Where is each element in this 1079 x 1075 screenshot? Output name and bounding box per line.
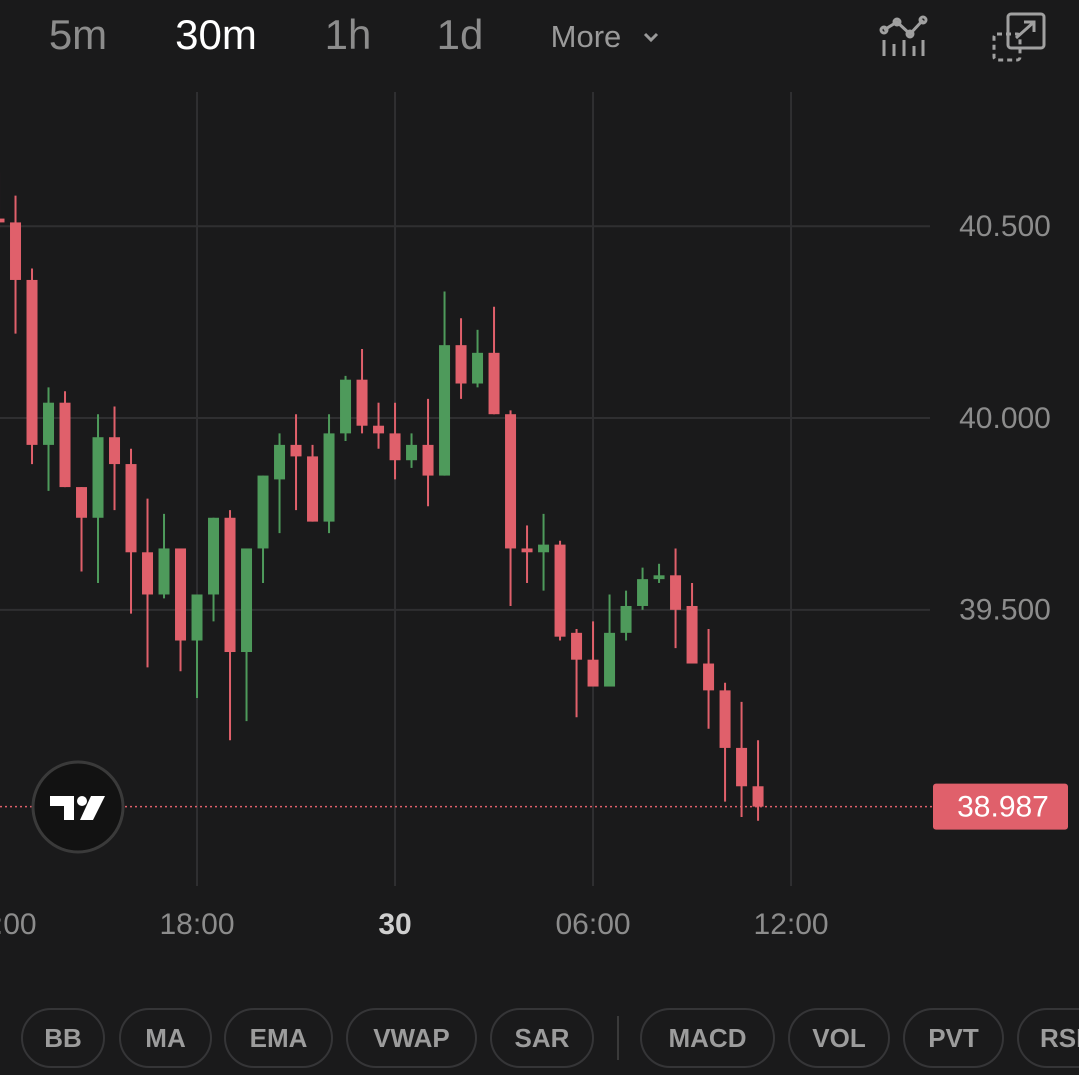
candle-body (472, 352, 484, 384)
candle-body (538, 544, 550, 553)
x-tick-label: 06:00 (556, 908, 631, 941)
candle-body (604, 632, 616, 687)
x-tick-label: 30 (378, 908, 411, 941)
candle-body (290, 444, 302, 457)
plot-area (0, 92, 930, 886)
candle-body (257, 475, 269, 549)
candle-body (736, 747, 748, 787)
y-tick-label: 40.500 (959, 210, 1051, 243)
candle-body (554, 544, 566, 637)
indicator-label[interactable]: EMA (250, 1023, 308, 1053)
indicator-button[interactable]: MACD (640, 1008, 775, 1068)
indicator-pill[interactable] (224, 1008, 333, 1068)
candle-body (521, 548, 533, 553)
indicator-pill[interactable] (788, 1008, 890, 1068)
x-tick-label: 12:00 (754, 908, 829, 941)
candle-body (76, 487, 88, 518)
indicator-pill[interactable] (21, 1008, 105, 1068)
timeframe-tab[interactable]: 30m (175, 11, 257, 58)
tradingview-logo[interactable] (31, 760, 125, 854)
more-chevron (643, 32, 659, 43)
indicator-button[interactable]: EMA (224, 1008, 333, 1068)
indicator-pill[interactable] (903, 1008, 1004, 1068)
indicator-label[interactable]: PVT (928, 1023, 979, 1053)
candle-body (142, 552, 154, 595)
indicator-label[interactable]: RSI (1040, 1023, 1079, 1053)
candle-body (158, 548, 170, 595)
indicator-button[interactable]: SAR (490, 1008, 594, 1068)
y-tick-label: 39.500 (959, 594, 1051, 627)
candle-body (455, 345, 467, 384)
candle-body (752, 786, 764, 807)
candle-body (488, 352, 500, 415)
candle-body (43, 402, 55, 445)
indicator-button[interactable]: VOL (788, 1008, 890, 1068)
last-price-label: 38.987 (957, 791, 1049, 824)
candle-body (241, 548, 253, 653)
indicator-pill[interactable] (490, 1008, 594, 1068)
candle-body (340, 379, 352, 434)
indicator-label[interactable]: MACD (669, 1023, 747, 1053)
fullscreen-icon[interactable] (992, 12, 1046, 62)
candle-body (0, 218, 5, 223)
indicator-pill[interactable] (1017, 1008, 1079, 1068)
candle-body (10, 222, 22, 280)
y-tick-label: 40.000 (959, 402, 1051, 435)
candle-body (92, 437, 104, 518)
candle-body (505, 414, 517, 549)
indicator-button[interactable]: RSI (1017, 1008, 1079, 1068)
candle-body (587, 659, 599, 687)
indicator-label[interactable]: VOL (812, 1023, 866, 1053)
candle-body (109, 437, 121, 465)
candle-body (59, 402, 71, 488)
candle-body (670, 575, 682, 610)
indicator-button[interactable]: BB (21, 1008, 105, 1068)
indicators-icon[interactable] (879, 15, 928, 56)
candle-body (703, 663, 715, 691)
candle-body (208, 517, 220, 595)
candle-body (191, 594, 203, 641)
candle-body (439, 345, 451, 476)
indicator-label[interactable]: SAR (515, 1023, 570, 1053)
timeframe-tab[interactable]: 1h (325, 11, 372, 58)
indicator-pill[interactable] (346, 1008, 477, 1068)
indicator-label[interactable]: VWAP (373, 1023, 450, 1053)
candle-body (307, 456, 319, 522)
candle-body (637, 579, 649, 606)
candle-body (175, 548, 187, 641)
indicator-label[interactable]: MA (145, 1023, 186, 1053)
candle-body (373, 425, 385, 434)
indicator-button[interactable]: MA (119, 1008, 212, 1068)
candle-body (571, 632, 583, 660)
x-tick-label: 12:00 (0, 908, 37, 941)
candle-body (422, 444, 434, 476)
x-tick-label: 18:00 (159, 908, 234, 941)
indicator-button[interactable]: PVT (903, 1008, 1004, 1068)
candle-body (719, 690, 731, 748)
candle-body (406, 444, 418, 461)
indicator-label[interactable]: BB (44, 1023, 82, 1053)
candle-body (356, 379, 368, 426)
last-price-tag (933, 783, 1068, 830)
indicator-pill[interactable] (119, 1008, 212, 1068)
candle-body (389, 433, 401, 461)
candle-body (274, 444, 286, 480)
candle-body (224, 517, 236, 653)
candle-body (26, 279, 38, 445)
candle-body (620, 605, 632, 633)
indicator-pill[interactable] (640, 1008, 775, 1068)
candle-body (323, 433, 335, 522)
more-button[interactable]: More (551, 19, 622, 54)
candle-body (125, 464, 137, 553)
timeframe-tab[interactable]: 5m (49, 11, 107, 58)
timeframe-tab[interactable]: 1d (437, 11, 484, 58)
candle-body (686, 605, 698, 664)
indicator-button[interactable]: VWAP (346, 1008, 477, 1068)
candle-body (653, 575, 665, 580)
